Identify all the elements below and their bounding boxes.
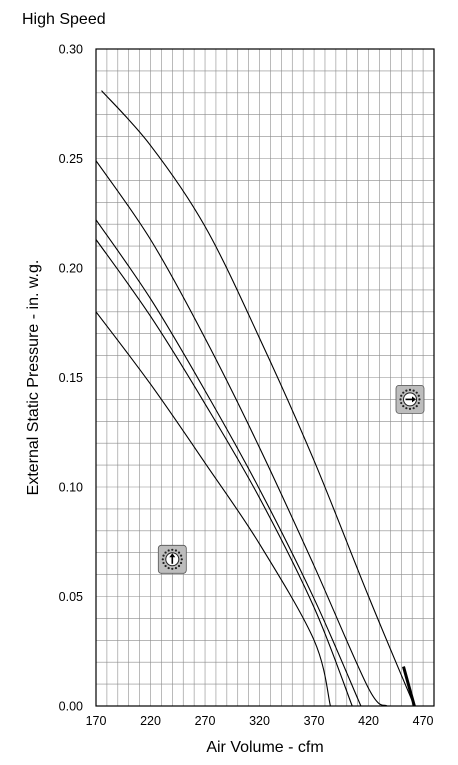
dial-tick-mark <box>418 398 421 401</box>
dial-tick-mark <box>412 407 415 410</box>
dial-tick-mark <box>402 405 405 408</box>
x-axis-label: Air Volume - cfm <box>206 739 323 756</box>
dial-tick-mark <box>399 398 402 401</box>
dial-icons <box>157 384 425 574</box>
axis-ticks: 170 220 270 320 370 420 470 0.00 0.05 0.10 0.15 0.2… <box>59 43 434 729</box>
dial-tick-mark <box>408 388 412 391</box>
dial-tick-mark <box>402 391 405 394</box>
dial-arrow <box>169 553 176 564</box>
y-tick-label: 0.30 <box>59 43 83 57</box>
x-tick-label: 170 <box>86 714 107 728</box>
chart-title: High Speed <box>22 11 106 28</box>
dial-tick-mark <box>400 401 403 405</box>
dial-tick-mark <box>417 394 420 397</box>
dial-tick-mark <box>412 389 415 392</box>
curve-end-marker <box>402 666 416 707</box>
dial-tick-mark <box>174 549 178 552</box>
dial-tick-mark <box>408 407 412 410</box>
plot-frame <box>95 48 435 707</box>
y-tick-label: 0.20 <box>59 262 83 276</box>
dial-tick-mark <box>167 566 170 570</box>
dial-tick-mark <box>171 548 174 551</box>
fan-curve-2 <box>95 239 353 707</box>
fan-curve-5 <box>101 90 415 707</box>
x-tick-label: 220 <box>140 714 161 728</box>
dial-tick-mark <box>162 554 165 557</box>
x-tick-label: 470 <box>413 714 434 728</box>
dial-arrow <box>405 396 416 403</box>
dial-tick-mark <box>405 407 408 410</box>
x-tick-label: 370 <box>304 714 325 728</box>
fan-curve-4 <box>95 160 388 707</box>
grid <box>96 49 434 706</box>
dial-tick-mark <box>164 551 167 554</box>
dial-arrow-head <box>412 396 416 403</box>
y-tick-label: 0.00 <box>59 700 83 714</box>
dial-arrow-head <box>169 553 176 558</box>
dial-tick-mark <box>161 558 164 561</box>
rotary-dial-right-icon <box>395 384 425 414</box>
x-tick-label: 270 <box>195 714 216 728</box>
dial-tick-mark <box>177 564 181 568</box>
dial-tick-mark <box>180 558 183 561</box>
fan-curve-3 <box>95 219 362 707</box>
rotary-dial-up-icon <box>157 544 187 574</box>
y-tick-label: 0.05 <box>59 590 83 604</box>
dial-tick-mark <box>405 389 408 392</box>
y-tick-label: 0.10 <box>59 481 83 495</box>
dial-tick-mark <box>171 567 174 570</box>
dial-tick-mark <box>162 561 165 565</box>
dial-tick-mark <box>179 554 183 557</box>
dial-tick-mark <box>177 551 181 554</box>
dial-tick-mark <box>174 566 178 570</box>
fan-curves <box>95 90 416 707</box>
dial-tick-mark <box>167 549 170 552</box>
x-tick-label: 420 <box>358 714 379 728</box>
y-tick-label: 0.15 <box>59 371 83 385</box>
y-tick-label: 0.25 <box>59 152 83 166</box>
dial-tick-mark <box>415 391 418 394</box>
dial-tick-mark <box>179 561 183 565</box>
dial-tick-mark <box>164 564 167 568</box>
fan-curve-1 <box>95 311 331 707</box>
y-axis-label: External Static Pressure - in. w.g. <box>25 260 42 496</box>
dial-tick-mark <box>415 405 418 408</box>
dial-tick-mark <box>400 394 403 397</box>
dial-tick-mark <box>417 401 420 405</box>
x-tick-label: 320 <box>249 714 270 728</box>
